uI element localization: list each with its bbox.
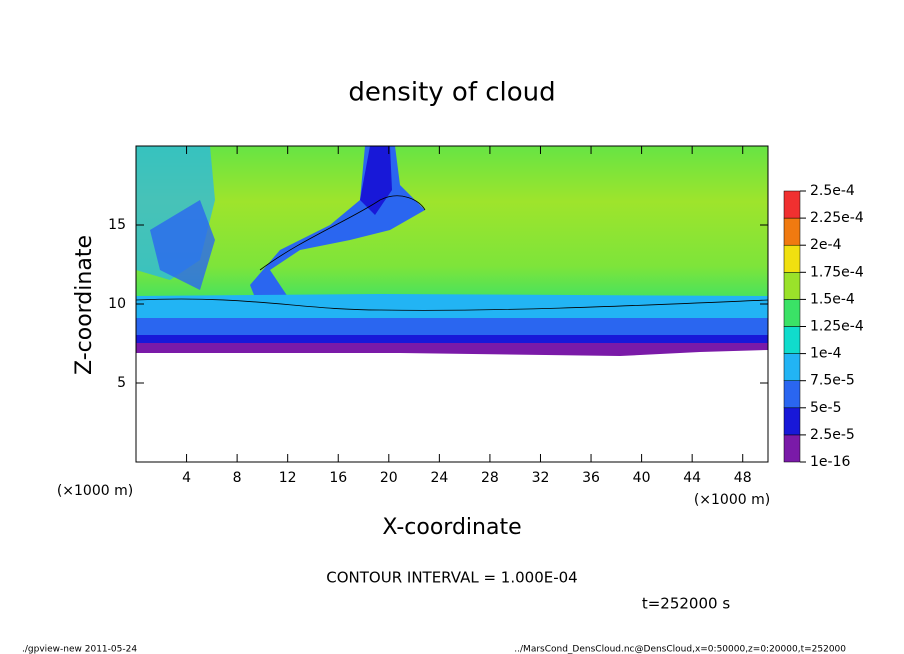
colorbar-label: 1.5e-4 <box>810 291 855 307</box>
y-axis-label: Z-coordinate <box>72 235 97 375</box>
colorbar-label: 2.5e-4 <box>810 183 855 199</box>
colorbar-label: 1e-4 <box>810 346 842 362</box>
contour-interval: CONTOUR INTERVAL = 1.000E-04 <box>326 569 577 587</box>
y-tick-label: 10 <box>108 296 126 312</box>
x-tick-label: 16 <box>329 470 347 486</box>
colorbar-box <box>783 380 801 409</box>
colorbar-box <box>783 190 801 219</box>
colorbar-box <box>783 299 801 327</box>
colorbar-box <box>783 272 801 300</box>
colorbar-label: 2e-4 <box>810 237 842 253</box>
time-label: t=252000 s <box>642 595 730 613</box>
x-tick-label: 4 <box>182 470 191 486</box>
y-tick-label: 15 <box>108 217 126 233</box>
x-tick-label: 8 <box>233 470 242 486</box>
x-tick-label: 28 <box>481 470 499 486</box>
x-tick-label: 20 <box>380 470 398 486</box>
y-tick-label: 5 <box>117 375 126 391</box>
colorbar-label: 2.25e-4 <box>810 210 864 226</box>
colorbar-box <box>783 407 801 436</box>
colorbar-box <box>783 217 801 246</box>
colorbar-box <box>783 244 801 273</box>
colorbar-box <box>783 353 801 381</box>
x-tick-label: 44 <box>683 470 701 486</box>
y-unit-label: (×1000 m) <box>57 483 133 499</box>
footer-right: ../MarsCond_DensCloud.nc@DensCloud,x=0:5… <box>514 645 846 654</box>
colorbar-label: 7.5e-5 <box>810 373 855 389</box>
colorbar-label: 2.5e-5 <box>810 427 855 443</box>
x-tick-label: 40 <box>633 470 651 486</box>
x-tick-label: 12 <box>279 470 297 486</box>
chart-title: density of cloud <box>348 78 555 108</box>
colorbar-label: 1.75e-4 <box>810 264 864 280</box>
field <box>135 146 769 356</box>
colorbar-label: 1.25e-4 <box>810 319 864 335</box>
colorbar-label: 1e-16 <box>810 454 850 470</box>
x-axis-label: X-coordinate <box>382 515 521 540</box>
x-tick-label: 36 <box>582 470 600 486</box>
footer-left: ./gpview-new 2011-05-24 <box>22 645 137 654</box>
colorbar-box <box>783 326 801 354</box>
x-tick-label: 48 <box>734 470 752 486</box>
x-unit-label: (×1000 m) <box>694 492 770 508</box>
colorbar-label: 5e-5 <box>810 400 841 416</box>
colorbar-box <box>783 434 801 463</box>
x-tick-label: 32 <box>532 470 550 486</box>
x-tick-label: 24 <box>430 470 448 486</box>
